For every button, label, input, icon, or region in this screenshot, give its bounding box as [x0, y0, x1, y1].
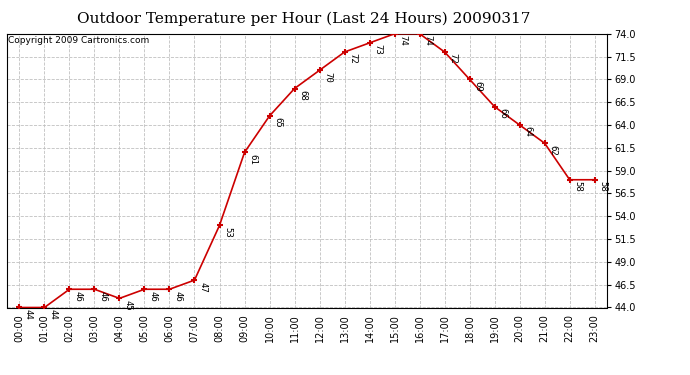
Text: 53: 53	[224, 227, 233, 237]
Text: 73: 73	[374, 44, 383, 55]
Text: 74: 74	[399, 35, 408, 46]
Text: 64: 64	[524, 126, 533, 137]
Text: 44: 44	[23, 309, 32, 320]
Text: 66: 66	[499, 108, 508, 119]
Text: Outdoor Temperature per Hour (Last 24 Hours) 20090317: Outdoor Temperature per Hour (Last 24 Ho…	[77, 11, 531, 26]
Text: 46: 46	[174, 291, 183, 302]
Text: 68: 68	[299, 90, 308, 101]
Text: 58: 58	[574, 181, 583, 192]
Text: 61: 61	[248, 154, 257, 165]
Text: 47: 47	[199, 282, 208, 292]
Text: 45: 45	[124, 300, 132, 310]
Text: 46: 46	[148, 291, 157, 302]
Text: 58: 58	[599, 181, 608, 192]
Text: 46: 46	[99, 291, 108, 302]
Text: 44: 44	[48, 309, 57, 320]
Text: 70: 70	[324, 72, 333, 82]
Text: Copyright 2009 Cartronics.com: Copyright 2009 Cartronics.com	[8, 36, 149, 45]
Text: 65: 65	[274, 117, 283, 128]
Text: 74: 74	[424, 35, 433, 46]
Text: 72: 72	[448, 53, 457, 64]
Text: 72: 72	[348, 53, 357, 64]
Text: 46: 46	[74, 291, 83, 302]
Text: 62: 62	[549, 145, 558, 155]
Text: 69: 69	[474, 81, 483, 92]
